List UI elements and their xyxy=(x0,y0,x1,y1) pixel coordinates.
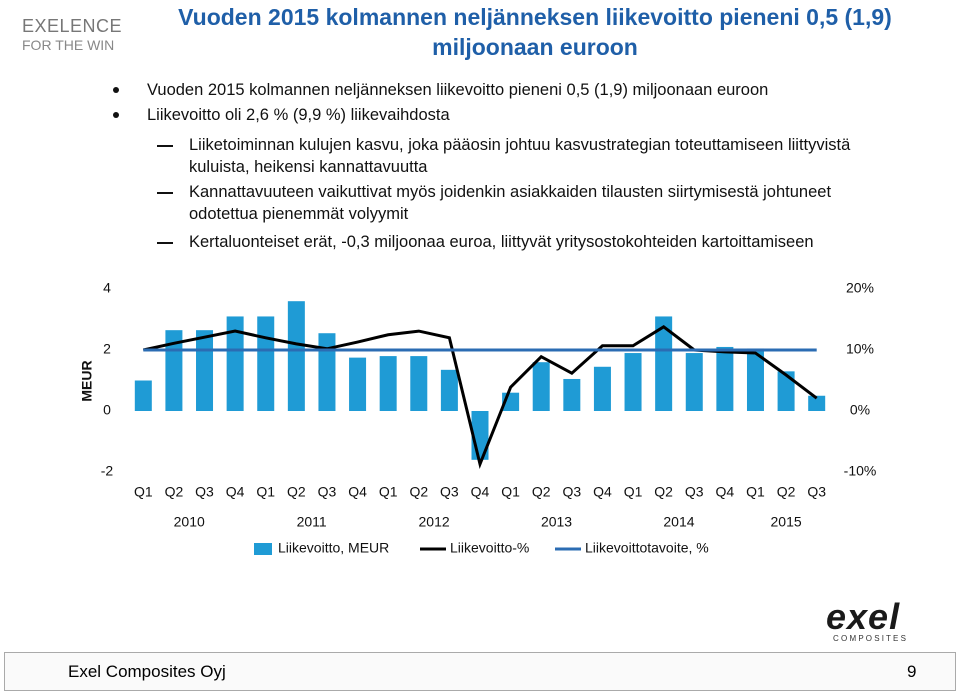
legend-label: Liikevoitto-% xyxy=(450,540,529,556)
x-tick-label: Q1 xyxy=(134,484,153,500)
bullet-text: Kannattavuuteen vaikuttivat myös joidenk… xyxy=(189,183,832,223)
x-tick-label: Q4 xyxy=(471,484,490,500)
bar xyxy=(655,316,673,411)
bullet-text: Kertaluonteiset erät, -0,3 miljoonaa eur… xyxy=(189,233,814,251)
x-tick-label: Q3 xyxy=(562,484,581,500)
logo-text: EXELENCE xyxy=(22,16,123,36)
bar xyxy=(532,362,550,411)
legend-label: Liikevoitto, MEUR xyxy=(278,540,389,556)
bar xyxy=(593,366,611,411)
bar xyxy=(287,301,305,411)
bar xyxy=(808,395,826,411)
x-tick-label: Q4 xyxy=(226,484,245,500)
x-tick-label: Q2 xyxy=(532,484,551,500)
bullet-text: Liikevoitto oli 2,6 % (9,9 %) liikevaihd… xyxy=(147,106,450,124)
legend-swatch xyxy=(254,543,272,555)
bar xyxy=(440,369,458,411)
chart: -2 0 2 4 -10% 0% 10% 20% MEUR Q1 Q2 Q3 Q4 Q1 Q2 Q3 Q4 Q1 Q… xyxy=(79,280,877,556)
bar xyxy=(349,357,367,411)
bar xyxy=(410,356,428,411)
bar xyxy=(746,348,764,411)
bullet-marker xyxy=(157,145,173,147)
bar xyxy=(563,378,581,411)
x-tick-label: Q4 xyxy=(716,484,735,500)
x-tick-label: Q2 xyxy=(777,484,796,500)
x-tick-label: Q3 xyxy=(318,484,337,500)
x-tick-label: Q2 xyxy=(654,484,673,500)
bullet-marker xyxy=(157,192,173,194)
x-tick-label: Q1 xyxy=(501,484,520,500)
bar xyxy=(624,353,642,411)
y2-tick-label: 0% xyxy=(850,402,870,418)
x-tick-label: Q3 xyxy=(440,484,459,500)
bullet-marker xyxy=(157,242,173,244)
bar xyxy=(226,316,244,411)
x-tick-label: Q3 xyxy=(195,484,214,500)
bullet-marker xyxy=(113,87,119,93)
bar xyxy=(134,380,152,411)
x-tick-label: Q2 xyxy=(165,484,184,500)
y-tick-label: 2 xyxy=(103,341,111,357)
year-label: 2011 xyxy=(297,514,327,530)
year-label: 2014 xyxy=(663,514,694,530)
footer: Exel Composites Oyj 9 xyxy=(4,652,956,691)
x-tick-label: Q1 xyxy=(624,484,643,500)
y-tick-label: 0 xyxy=(103,402,111,418)
slide-title: Vuoden 2015 kolmannen neljänneksen liike… xyxy=(178,4,892,60)
bar xyxy=(777,371,795,411)
x-tick-label: Q1 xyxy=(256,484,275,500)
x-tick-label: Q1 xyxy=(379,484,398,500)
bar xyxy=(716,346,734,411)
y-axis-label: MEUR xyxy=(79,360,95,401)
y2-tick-label: 20% xyxy=(846,280,874,296)
bullet-marker xyxy=(113,112,119,118)
bullet-text: Vuoden 2015 kolmannen neljänneksen liike… xyxy=(147,81,769,99)
bar xyxy=(196,330,214,411)
footer-company: Exel Composites Oyj xyxy=(68,662,226,681)
brand-logo: exel xyxy=(826,596,901,637)
y2-tick-label: 10% xyxy=(846,341,874,357)
x-tick-label: Q1 xyxy=(746,484,765,500)
y-tick-label: 4 xyxy=(103,280,111,296)
x-tick-label: Q4 xyxy=(348,484,367,500)
year-label: 2015 xyxy=(771,514,802,530)
year-label: 2012 xyxy=(419,514,450,530)
bar xyxy=(685,353,703,411)
x-tick-label: Q2 xyxy=(287,484,306,500)
bar xyxy=(379,356,397,411)
y2-tick-label: -10% xyxy=(844,463,877,479)
brand-tagline: C O M P O S I T E S xyxy=(833,634,906,643)
bar xyxy=(257,316,275,411)
x-tick-label: Q2 xyxy=(409,484,428,500)
x-tick-label: Q3 xyxy=(685,484,704,500)
x-tick-label: Q4 xyxy=(593,484,612,500)
page-number: 9 xyxy=(907,662,917,681)
bar xyxy=(318,333,336,411)
x-tick-label: Q3 xyxy=(807,484,826,500)
logo-text: FOR THE WIN xyxy=(22,37,115,53)
bullet-text: Liiketoiminnan kulujen kasvu, joka pääos… xyxy=(189,136,851,176)
y-tick-label: -2 xyxy=(101,463,114,479)
legend-label: Liikevoittotavoite, % xyxy=(585,540,709,556)
year-label: 2013 xyxy=(541,514,572,530)
year-label: 2010 xyxy=(174,514,205,530)
